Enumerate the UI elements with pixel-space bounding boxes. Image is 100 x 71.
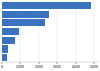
Bar	[2, 54, 7, 61]
Bar	[2, 19, 45, 26]
Bar	[2, 37, 15, 44]
Bar	[2, 2, 91, 9]
Bar	[2, 11, 50, 18]
Bar	[2, 45, 8, 53]
Bar	[2, 28, 19, 35]
